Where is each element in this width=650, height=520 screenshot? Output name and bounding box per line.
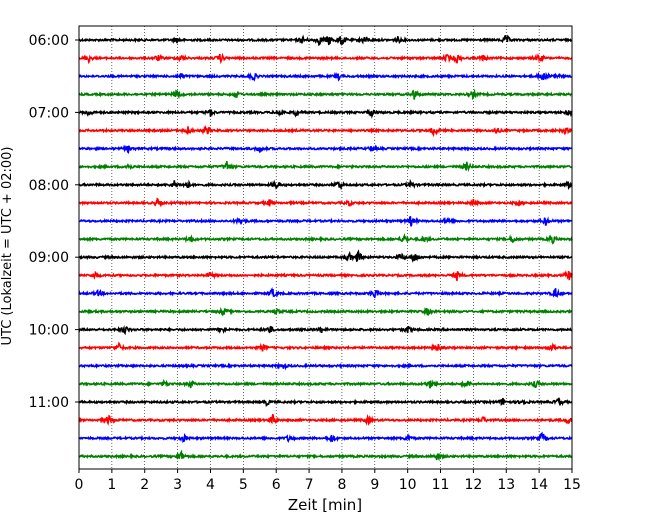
- seismogram-trace: [78, 71, 573, 82]
- y-tick-label: 09:00: [29, 250, 69, 266]
- x-tick-label: 6: [272, 477, 281, 493]
- seismogram-trace: [78, 178, 573, 191]
- seismogram-trace: [78, 397, 573, 408]
- y-axis-ticks: 06:00 07:00 08:00 09:00 10:00 11:00: [29, 33, 79, 411]
- x-tick-label: 4: [206, 477, 215, 493]
- x-tick-label: 13: [497, 477, 515, 493]
- seismogram-trace: [78, 449, 573, 462]
- y-tick-label: 10:00: [29, 323, 69, 339]
- x-tick-label: 0: [75, 477, 84, 493]
- y-tick-label: 11:00: [29, 395, 69, 411]
- x-tick-label: 11: [432, 477, 450, 493]
- seismogram-trace: [78, 306, 573, 317]
- seismogram-trace: [78, 287, 573, 299]
- x-axis-ticks: 0 1 2 3 4 5 6 7 8 9 10 11 12 13 14 15: [75, 469, 581, 493]
- x-tick-label: 5: [239, 477, 248, 493]
- seismogram-trace: [78, 197, 573, 208]
- x-tick-label: 1: [107, 477, 116, 493]
- seismogram-trace: [78, 341, 573, 352]
- x-axis-label: Zeit [min]: [288, 496, 362, 514]
- y-tick-label: 08:00: [29, 178, 69, 194]
- seismogram-trace: [78, 125, 573, 138]
- seismogram-trace: [78, 52, 573, 65]
- seismogram-trace: [78, 161, 573, 173]
- seismogram-trace: [78, 88, 573, 101]
- x-tick-label: 9: [370, 477, 379, 493]
- seismogram-traces: [78, 34, 573, 462]
- x-tick-label: 12: [464, 477, 482, 493]
- seismogram-trace: [78, 269, 573, 282]
- seismogram-trace: [78, 34, 573, 47]
- x-tick-label: 15: [563, 477, 581, 493]
- y-tick-label: 06:00: [29, 33, 69, 49]
- seismogram-trace: [78, 324, 573, 336]
- x-tick-label: 3: [173, 477, 182, 493]
- y-tick-label: 07:00: [29, 105, 69, 121]
- x-tick-label: 10: [399, 477, 417, 493]
- x-tick-label: 7: [305, 477, 314, 493]
- seismogram-trace: [78, 108, 573, 119]
- seismogram-trace: [78, 249, 573, 263]
- seismogram-trace: [78, 215, 573, 227]
- seismogram-trace: [78, 431, 573, 443]
- seismogram-trace: [78, 361, 573, 371]
- y-axis-label: UTC (Lokalzeit = UTC + 02:00): [0, 147, 15, 346]
- x-tick-label: 8: [337, 477, 346, 493]
- x-tick-label: 14: [530, 477, 548, 493]
- grid-lines: [111, 26, 540, 469]
- seismogram-trace: [78, 232, 573, 245]
- seismogram-trace: [78, 413, 573, 426]
- plot-frame: [78, 25, 573, 470]
- seismogram-trace: [78, 378, 573, 389]
- x-tick-label: 2: [140, 477, 149, 493]
- seismogram-trace: [78, 144, 573, 154]
